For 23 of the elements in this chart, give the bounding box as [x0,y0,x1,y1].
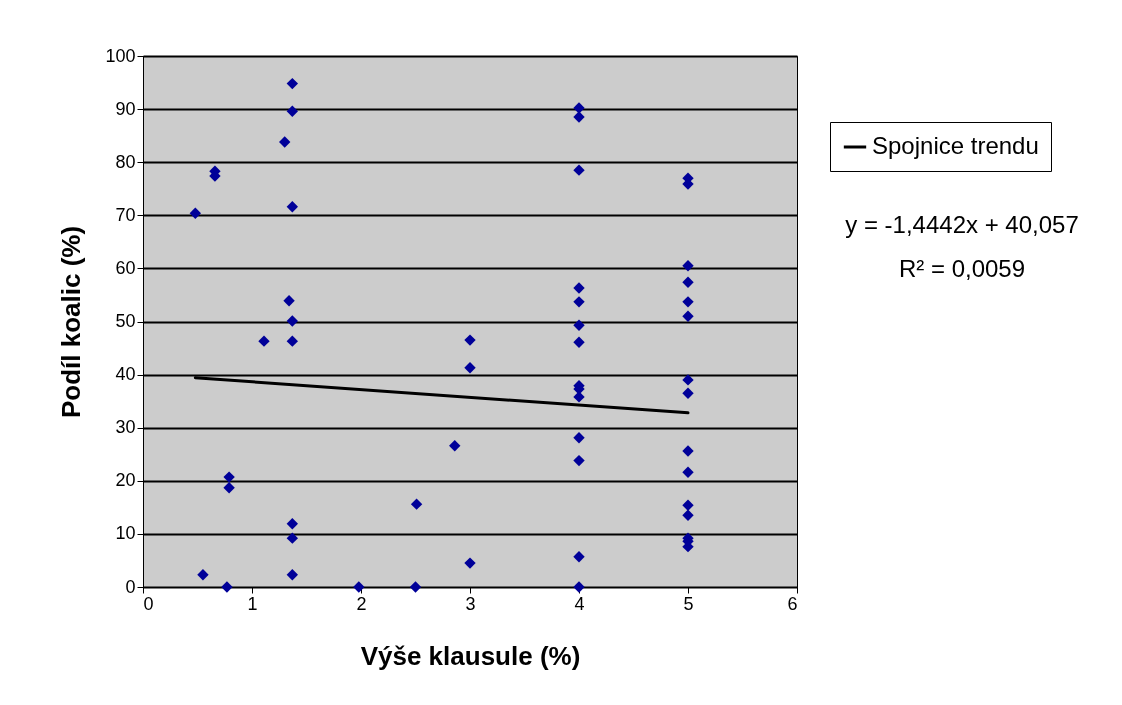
x-tick-label: 2 [356,593,367,614]
text: y = -1,4442x + 40,057 [845,211,1079,238]
y-tick-label: 80 [115,151,136,172]
x-tick-label: 3 [465,593,476,614]
y-tick-label: 30 [115,417,136,438]
y-tick-label: 90 [115,98,136,119]
y-tick-label: 100 [105,45,136,66]
y-tick-label: 10 [115,523,136,544]
y-tick-label: 20 [115,470,136,491]
x-tick-label: 4 [574,593,585,614]
x-tick-label: 0 [143,593,154,614]
x-tick-label: 1 [247,593,258,614]
x-axis-title: Výše klausule (%) [360,640,581,671]
x-tick-label: 6 [787,593,798,614]
y-tick-label: 40 [115,364,136,385]
y-axis-title: Podíl koalic (%) [56,225,87,419]
y-tick-label: 0 [125,576,136,597]
y-tick-label: 50 [115,311,136,331]
legend-label: Spojnice trendu [872,132,1039,159]
y-tick-label: 70 [115,204,136,225]
x-tick-label: 5 [683,593,694,614]
y-tick-label: 60 [115,257,136,278]
text: R² = 0,0059 [898,255,1026,282]
